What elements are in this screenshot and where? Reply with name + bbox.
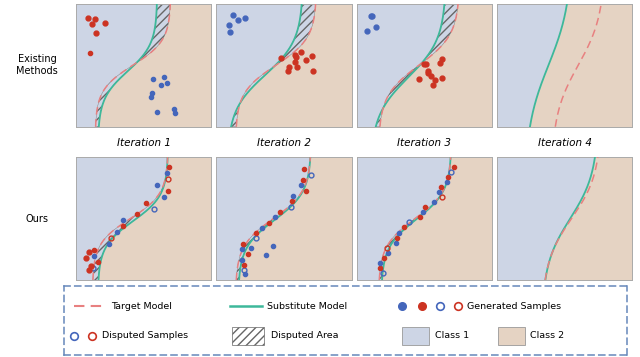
Text: Ours: Ours bbox=[26, 213, 49, 224]
Bar bbox=[402, 327, 429, 345]
Text: Target Model: Target Model bbox=[111, 302, 172, 311]
Text: Existing
Methods: Existing Methods bbox=[16, 54, 58, 76]
Bar bbox=[498, 327, 525, 345]
Text: Class 2: Class 2 bbox=[531, 331, 564, 340]
Text: Generated Samples: Generated Samples bbox=[467, 302, 561, 311]
Text: Substitute Model: Substitute Model bbox=[267, 302, 347, 311]
Text: Disputed Samples: Disputed Samples bbox=[102, 331, 188, 340]
Bar bbox=[232, 327, 264, 345]
Text: Iteration 3: Iteration 3 bbox=[397, 139, 451, 149]
Text: Iteration 2: Iteration 2 bbox=[257, 139, 311, 149]
Text: Disputed Area: Disputed Area bbox=[271, 331, 339, 340]
Text: Iteration 4: Iteration 4 bbox=[538, 139, 592, 149]
Text: Iteration 1: Iteration 1 bbox=[116, 139, 171, 149]
Text: Class 1: Class 1 bbox=[435, 331, 468, 340]
